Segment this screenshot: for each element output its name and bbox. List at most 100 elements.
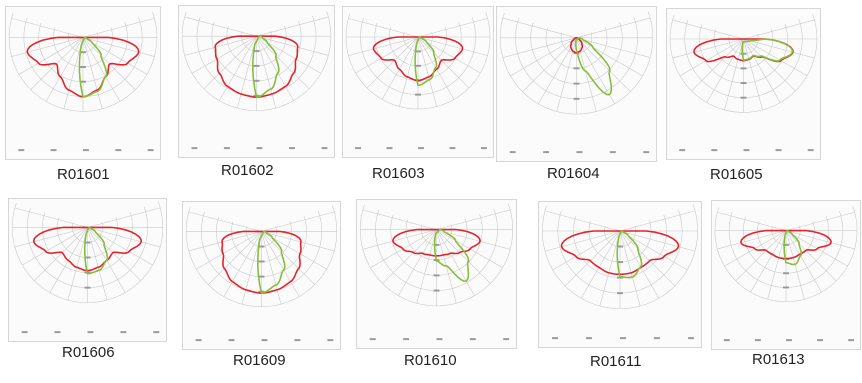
axis-tick-mark xyxy=(327,339,334,342)
grid-radial xyxy=(223,231,262,297)
grid-radial xyxy=(679,38,744,76)
axis-tick-mark xyxy=(543,151,550,154)
grid-radial xyxy=(580,230,621,299)
radial-tick-mark xyxy=(84,256,91,259)
grid-radial xyxy=(63,37,84,109)
curve-c90-270 xyxy=(433,228,470,282)
chart-caption: R01613 xyxy=(752,351,805,368)
polar-panel xyxy=(666,8,821,160)
radial-tick-mark xyxy=(415,64,421,67)
polar-panel xyxy=(342,6,494,158)
grid-radial xyxy=(188,231,262,252)
axis-tick-mark xyxy=(147,149,154,152)
radial-tick-mark xyxy=(253,50,260,53)
grid-radial xyxy=(417,36,488,56)
curve-c0-180 xyxy=(26,36,140,98)
polar-grid xyxy=(714,206,858,342)
axis-tick-mark xyxy=(609,151,616,154)
radial-tick-mark xyxy=(84,286,91,289)
grid-radial xyxy=(785,211,855,231)
radial-tick-mark xyxy=(740,96,747,99)
polar-grid xyxy=(669,13,818,152)
axis-tick-mark xyxy=(711,149,718,152)
radial-tick-mark xyxy=(80,51,86,54)
grid-radial xyxy=(743,38,808,76)
curve-c0-180 xyxy=(221,230,302,294)
axis-tick-mark xyxy=(436,338,443,341)
polar-panel xyxy=(356,199,517,349)
polar-chart xyxy=(666,8,821,160)
axis-tick-mark xyxy=(191,147,198,150)
grid-radial xyxy=(348,36,419,56)
radial-tick-mark xyxy=(740,67,747,70)
grid-radial xyxy=(14,207,88,228)
grid-radial xyxy=(256,35,329,56)
curve-c90-270 xyxy=(741,38,794,62)
curve-c90-270 xyxy=(78,36,108,98)
radial-tick-mark xyxy=(740,52,747,55)
grid-circle xyxy=(499,11,654,115)
axis-tick-mark xyxy=(480,147,487,150)
axis-tick-mark xyxy=(321,147,328,150)
axis-tick-mark xyxy=(294,339,301,342)
radial-tick-mark xyxy=(258,275,265,278)
polar-grid xyxy=(11,201,164,334)
grid-radial xyxy=(672,38,744,59)
polar-chart xyxy=(182,201,341,350)
curve-c90-270 xyxy=(252,35,280,98)
chart-caption: R01609 xyxy=(233,352,286,369)
axis-tick-mark xyxy=(743,149,750,152)
axis-tick-mark xyxy=(754,339,761,342)
grid-radial xyxy=(564,230,621,287)
chart-caption: R01611 xyxy=(590,353,642,370)
grid-radial xyxy=(11,37,84,57)
grid-radial xyxy=(241,231,262,305)
radial-tick-mark xyxy=(617,292,623,295)
grid-radial xyxy=(87,227,153,266)
grid-radial xyxy=(556,37,577,112)
axis-tick-mark xyxy=(449,147,456,150)
grid-radial xyxy=(366,36,419,89)
chart-caption: R01606 xyxy=(62,344,115,361)
grid-circle xyxy=(542,204,698,309)
radial-tick-mark xyxy=(253,79,260,82)
grid-radial xyxy=(619,210,696,232)
grid-radial xyxy=(34,227,88,281)
grid-radial xyxy=(362,209,437,230)
radial-tick-mark xyxy=(433,274,440,277)
axis-tick-mark xyxy=(115,149,122,152)
polar-panel xyxy=(711,200,861,350)
radial-tick-mark xyxy=(617,245,623,248)
grid-radial xyxy=(436,229,491,284)
polar-panel xyxy=(5,6,161,160)
grid-radial xyxy=(552,230,621,271)
grid-radial xyxy=(87,227,141,281)
grid-radial xyxy=(576,37,597,112)
radial-tick-mark xyxy=(80,80,86,83)
grid-radial xyxy=(256,36,294,101)
grid-radial xyxy=(82,37,103,109)
axis-tick-mark xyxy=(355,147,361,150)
axis-tick-mark xyxy=(261,339,268,342)
grid-radial xyxy=(436,229,511,250)
grid-radial xyxy=(196,231,262,270)
chart-caption: R01610 xyxy=(404,352,457,369)
grid-radial xyxy=(717,230,787,250)
grid-radial xyxy=(261,211,335,232)
polar-grid xyxy=(185,205,338,342)
radial-tick-mark xyxy=(80,66,86,68)
grid-radial xyxy=(416,229,437,304)
grid-radial xyxy=(750,230,787,293)
grid-radial xyxy=(11,17,84,38)
grid-radial xyxy=(619,230,696,252)
grid-radial xyxy=(261,231,335,252)
grid-radial xyxy=(381,36,419,100)
curve-c90-270 xyxy=(783,229,803,266)
radial-tick-mark xyxy=(253,64,260,67)
grid-circle xyxy=(181,10,332,111)
axis-tick-mark xyxy=(403,338,410,341)
curve-c90-270 xyxy=(83,226,109,275)
grid-radial xyxy=(743,38,763,111)
axis-tick-mark xyxy=(653,337,660,340)
polar-chart xyxy=(5,6,161,160)
